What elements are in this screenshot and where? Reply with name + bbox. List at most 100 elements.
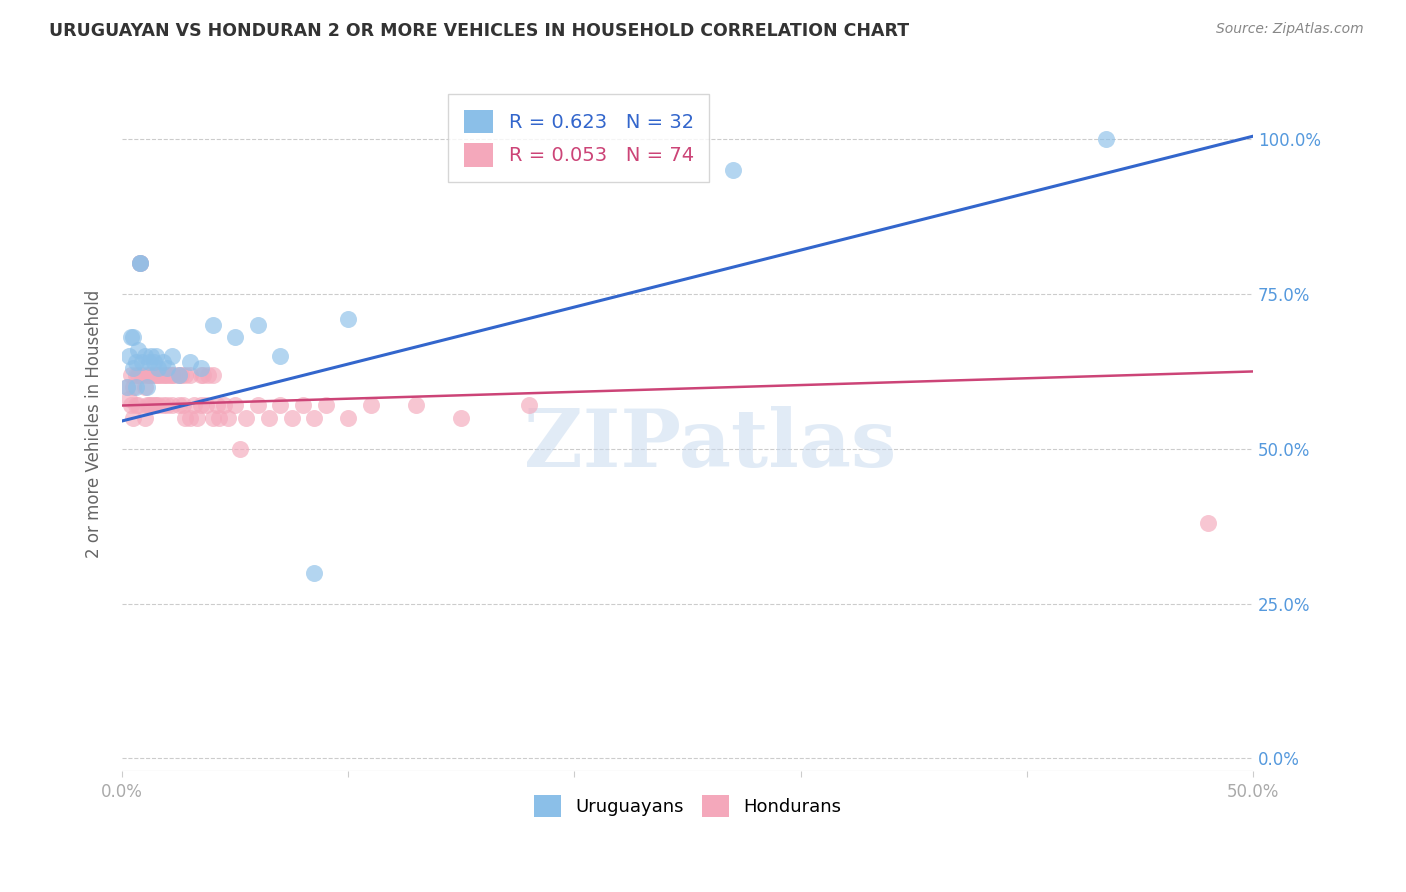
Point: [228, 442, 250, 456]
Point: [156, 368, 179, 382]
Point: [134, 380, 156, 394]
Point: [129, 256, 152, 270]
Point: [120, 368, 142, 382]
Point: [201, 410, 224, 425]
Point: [257, 410, 280, 425]
Legend: Uruguayans, Hondurans: Uruguayans, Hondurans: [526, 788, 848, 824]
Point: [136, 380, 159, 394]
Point: [136, 399, 159, 413]
Point: [1095, 132, 1118, 146]
Point: [124, 399, 146, 413]
Point: [118, 392, 141, 407]
Point: [450, 410, 472, 425]
Point: [122, 380, 145, 394]
Point: [246, 318, 269, 332]
Point: [122, 330, 145, 344]
Point: [337, 410, 360, 425]
Point: [141, 368, 163, 382]
Point: [138, 399, 160, 413]
Point: [186, 410, 208, 425]
Point: [129, 256, 152, 270]
Point: [145, 349, 167, 363]
Point: [136, 368, 159, 382]
Point: [138, 355, 160, 369]
Point: [269, 399, 291, 413]
Point: [115, 380, 138, 394]
Point: [405, 399, 427, 413]
Point: [127, 343, 149, 357]
Point: [246, 399, 269, 413]
Point: [127, 399, 149, 413]
Point: [224, 399, 246, 413]
Point: [160, 368, 183, 382]
Point: [291, 399, 314, 413]
Point: [131, 368, 153, 382]
Point: [337, 311, 360, 326]
Point: [124, 380, 146, 394]
Point: [174, 368, 197, 382]
Point: [124, 355, 146, 369]
Point: [159, 368, 181, 382]
Point: [142, 355, 165, 369]
Point: [149, 368, 172, 382]
Point: [152, 368, 174, 382]
Point: [197, 368, 219, 382]
Point: [115, 380, 138, 394]
Point: [156, 361, 179, 376]
Point: [179, 368, 201, 382]
Point: [304, 566, 326, 580]
Point: [145, 368, 167, 382]
Point: [145, 399, 167, 413]
Point: [141, 349, 163, 363]
Point: [134, 349, 156, 363]
Point: [152, 355, 174, 369]
Point: [142, 368, 165, 382]
Point: [170, 368, 193, 382]
Point: [721, 163, 744, 178]
Point: [167, 399, 190, 413]
Point: [190, 361, 212, 376]
Point: [517, 399, 540, 413]
Point: [172, 399, 194, 413]
Text: Source: ZipAtlas.com: Source: ZipAtlas.com: [1216, 22, 1364, 37]
Point: [212, 399, 235, 413]
Point: [280, 410, 302, 425]
Point: [122, 410, 145, 425]
Point: [315, 399, 337, 413]
Point: [167, 368, 190, 382]
Point: [160, 399, 183, 413]
Point: [179, 410, 201, 425]
Point: [174, 410, 197, 425]
Y-axis label: 2 or more Vehicles in Household: 2 or more Vehicles in Household: [86, 290, 103, 558]
Point: [153, 368, 176, 382]
Point: [120, 330, 142, 344]
Point: [201, 318, 224, 332]
Point: [190, 399, 212, 413]
Point: [148, 368, 170, 382]
Point: [124, 368, 146, 382]
Point: [201, 368, 224, 382]
Text: URUGUAYAN VS HONDURAN 2 OR MORE VEHICLES IN HOUSEHOLD CORRELATION CHART: URUGUAYAN VS HONDURAN 2 OR MORE VEHICLES…: [49, 22, 910, 40]
Point: [163, 368, 186, 382]
Point: [127, 368, 149, 382]
Point: [224, 330, 246, 344]
Point: [190, 368, 212, 382]
Point: [118, 349, 141, 363]
Point: [129, 256, 152, 270]
Point: [122, 361, 145, 376]
Point: [152, 399, 174, 413]
Point: [193, 368, 215, 382]
Point: [205, 399, 228, 413]
Point: [134, 410, 156, 425]
Point: [360, 399, 382, 413]
Point: [194, 399, 217, 413]
Point: [148, 399, 170, 413]
Point: [304, 410, 326, 425]
Point: [156, 399, 179, 413]
Point: [179, 355, 201, 369]
Point: [120, 399, 142, 413]
Point: [129, 256, 152, 270]
Point: [142, 399, 165, 413]
Point: [235, 410, 257, 425]
Point: [131, 355, 153, 369]
